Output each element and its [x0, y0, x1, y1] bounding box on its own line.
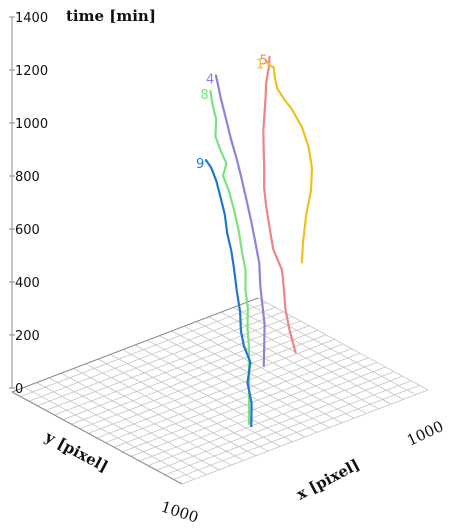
- grid-line: [171, 330, 343, 424]
- y-axis-title: y [pixel]: [41, 427, 111, 476]
- grid-line: [147, 371, 395, 466]
- y-axis-tick-1000: 1000: [159, 498, 201, 527]
- track-label-9: 9: [196, 157, 204, 172]
- labels: time [min] y [pixel] x [pixel] 1000 1000…: [41, 7, 446, 527]
- grid-line: [196, 321, 367, 414]
- x-axis-edge: [11, 297, 259, 393]
- tracks: [204, 55, 314, 428]
- z-tick-label: 1400: [15, 11, 48, 26]
- grid-line: [257, 297, 429, 391]
- track-4: [214, 74, 266, 367]
- y-axis-edge: [11, 391, 183, 485]
- grid-line: [208, 316, 379, 410]
- track-8: [209, 89, 251, 425]
- track-9: [204, 159, 253, 428]
- grid-line: [113, 352, 361, 448]
- grid-line: [122, 357, 369, 453]
- grid-line: [139, 366, 386, 462]
- grid-line: [164, 380, 412, 476]
- grid-line: [233, 307, 404, 400]
- z-tick-label: 400: [15, 276, 40, 291]
- grid-line: [105, 348, 352, 443]
- z-tick-label: 0: [15, 382, 23, 397]
- grid-line: [147, 339, 318, 433]
- z-tick-label: 200: [15, 329, 40, 344]
- grid-line: [159, 335, 330, 428]
- base-grid: [11, 297, 429, 485]
- grid-line: [181, 389, 429, 485]
- x-axis-title: x [pixel]: [293, 455, 362, 503]
- grid-line: [245, 302, 416, 396]
- grid-line: [184, 325, 355, 419]
- z-tick-label: 1200: [15, 64, 48, 79]
- track-label-1: 1: [256, 57, 264, 72]
- z-axis-title: time [min]: [66, 7, 156, 25]
- track-5: [262, 55, 297, 354]
- x-axis-tick-1000: 1000: [404, 417, 446, 449]
- grid-line: [173, 385, 420, 480]
- z-tick-label: 1000: [15, 117, 48, 132]
- track-label-8: 8: [200, 88, 208, 103]
- track-label-4: 4: [206, 73, 214, 88]
- z-tick-label: 800: [15, 170, 40, 185]
- track-label-5: 5: [260, 54, 268, 69]
- axes: 0 200 400 600 800 1000 1200 1400: [9, 11, 259, 485]
- grid-line: [220, 311, 392, 405]
- z-tick-label: 600: [15, 223, 40, 238]
- grid-line: [96, 343, 344, 439]
- track-1: [264, 59, 314, 264]
- grid-line: [156, 375, 403, 471]
- grid-line: [130, 362, 378, 457]
